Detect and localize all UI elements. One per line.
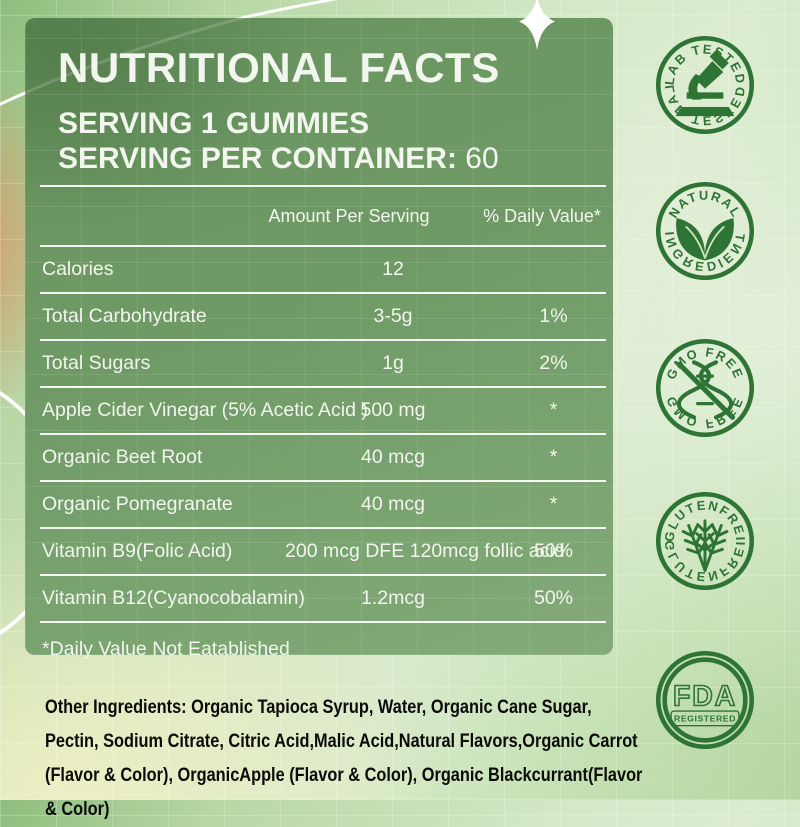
table-row: Organic Pomegranate 40 mcg * <box>40 480 606 527</box>
nutrition-table: Amount Per Serving % Daily Value* Calori… <box>40 185 606 675</box>
serving-line1: SERVING 1 GUMMIES <box>58 107 370 140</box>
row-amount: 12 <box>382 258 404 280</box>
fda-seal-icon: FDA REGISTERED <box>670 680 740 727</box>
column-header-daily-value: % Daily Value* <box>483 205 601 226</box>
dna-icon <box>676 360 736 420</box>
wheat-icon <box>681 519 729 572</box>
table-header-row: Amount Per Serving % Daily Value* <box>40 185 606 245</box>
serving-per-container-label: SERVING PER CONTAINER: <box>58 142 457 175</box>
table-row: Organic Beet Root 40 mcg * <box>40 433 606 480</box>
row-daily-value: 1% <box>539 305 568 327</box>
row-amount: 40 mcg <box>361 493 425 515</box>
row-daily-value: * <box>549 399 558 421</box>
fda-text: FDA <box>673 681 737 713</box>
nutrition-facts-panel: NUTRITIONAL FACTS SERVING 1 GUMMIES SERV… <box>25 18 613 660</box>
row-amount: 1g <box>382 352 404 374</box>
row-amount: 500 mg <box>360 399 426 421</box>
fda-registered-text: REGISTERED <box>674 714 736 724</box>
table-row: Calories 12 <box>40 245 606 292</box>
row-amount: 40 mcg <box>361 446 425 468</box>
row-label: Organic Pomegranate <box>42 493 233 515</box>
row-amount: 200 mcg DFE 120mcg follic acid <box>285 540 565 562</box>
daily-value-footnote: *Daily Value Not Eatablished <box>40 621 606 675</box>
row-label: Total Sugars <box>42 352 151 374</box>
table-row: Apple Cider Vinegar (5% Acetic Acid ) 50… <box>40 386 606 433</box>
other-ingredients-text: Other Ingredients: Organic Tapioca Syrup… <box>45 697 643 820</box>
row-daily-value: 50% <box>533 540 574 562</box>
serving-info: SERVING 1 GUMMIES SERVING PER CONTAINER:… <box>58 106 499 176</box>
microscope-icon <box>675 50 735 117</box>
fda-inner-ring <box>662 657 748 743</box>
row-label: Vitamin B9(Folic Acid) <box>42 540 233 562</box>
badge-natural-ingredient: NATURAL INGREDIENT <box>655 181 755 281</box>
badge-gluten-free: GLUTENFREI GLUTENFREI <box>655 491 755 591</box>
badge-gmo-free: GMO FREE GMO FREE <box>655 338 755 438</box>
row-label: Total Carbohydrate <box>42 305 207 327</box>
row-daily-value: 50% <box>533 587 574 609</box>
badge-fda-registered: FDA REGISTERED <box>655 650 755 750</box>
row-label: Vitamin B12(Cyanocobalamin) <box>42 587 306 609</box>
row-amount: 3-5g <box>373 305 413 327</box>
row-label: Apple Cider Vinegar (5% Acetic Acid ) <box>42 399 368 421</box>
row-daily-value: * <box>549 446 558 468</box>
table-row: Total Sugars 1g 2% <box>40 339 606 386</box>
row-daily-value: 2% <box>539 352 568 374</box>
table-row: Total Carbohydrate 3-5g 1% <box>40 292 606 339</box>
leaf-icon <box>676 218 734 261</box>
table-row: Vitamin B9(Folic Acid) 200 mcg DFE 120mc… <box>40 527 606 574</box>
serving-per-container-value: 60 <box>465 142 499 175</box>
badge-lab-tested: LAB TESTED LAB TESTED <box>655 35 755 135</box>
page-title: NUTRITIONAL FACTS <box>58 44 500 91</box>
row-label: Organic Beet Root <box>42 446 203 468</box>
row-daily-value: * <box>549 493 558 515</box>
serving-line2: SERVING PER CONTAINER: 60 <box>58 141 499 176</box>
table-row: Vitamin B12(Cyanocobalamin) 1.2mcg 50% <box>40 574 606 621</box>
column-header-amount: Amount Per Serving <box>268 205 430 226</box>
row-label: Calories <box>42 258 114 280</box>
row-amount: 1.2mcg <box>361 587 425 609</box>
